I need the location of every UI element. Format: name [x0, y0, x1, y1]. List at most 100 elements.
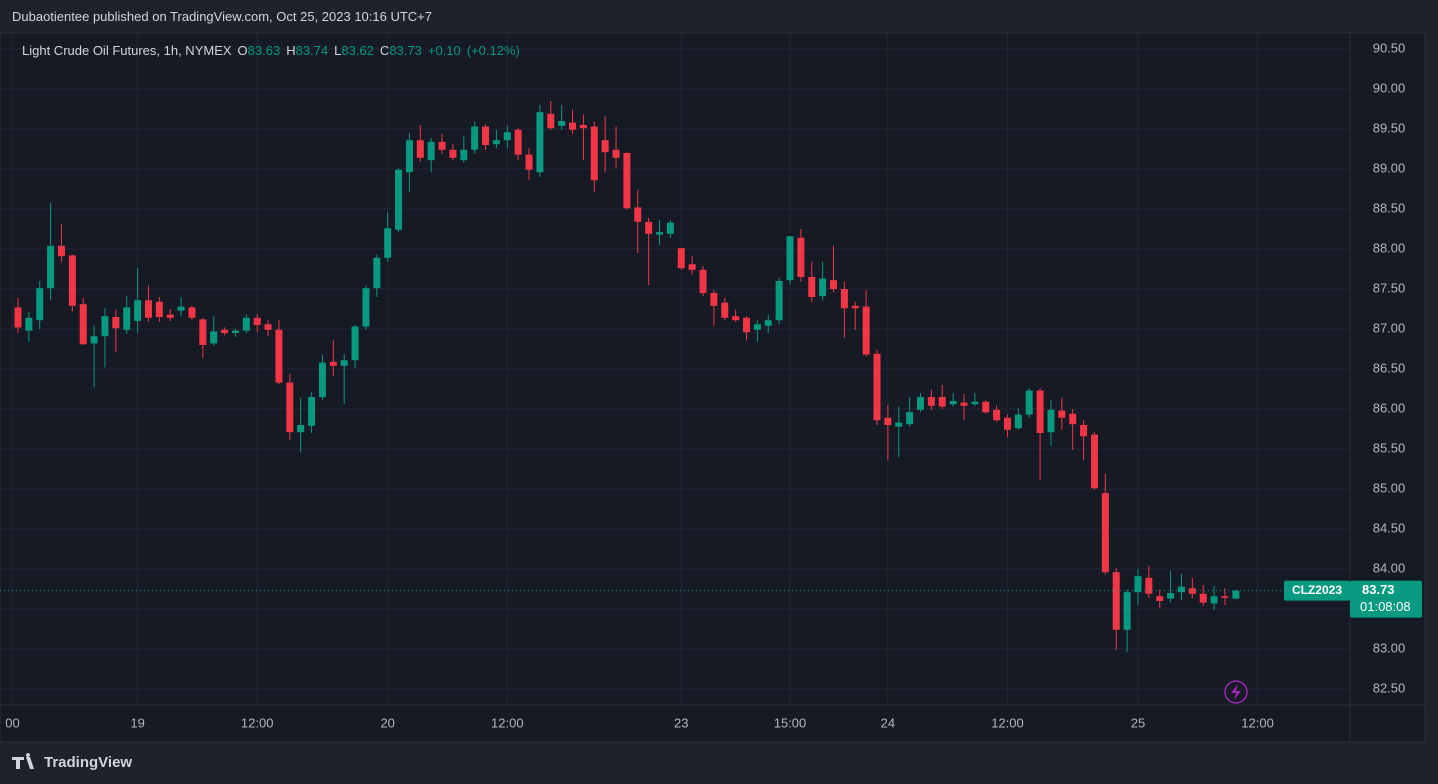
y-tick-label: 87.50	[1373, 280, 1406, 295]
candle-body	[242, 317, 250, 331]
candle-body	[786, 236, 794, 281]
candle-body	[471, 126, 479, 150]
candle-body	[416, 140, 424, 158]
x-tick-label: 25	[1131, 715, 1145, 730]
candle-body	[1123, 592, 1131, 630]
last-price-label: 83.73	[1362, 582, 1395, 597]
candle-body	[221, 329, 229, 333]
candle-body	[525, 154, 533, 170]
legend-value: 83.63	[247, 43, 281, 58]
candle-body	[210, 331, 218, 344]
candle-body	[938, 397, 946, 407]
alert-icon[interactable]	[1224, 680, 1248, 704]
candle-body	[79, 304, 87, 345]
candle-body	[1047, 409, 1055, 433]
countdown-label: 01:08:08	[1360, 599, 1411, 614]
candle-body	[503, 132, 511, 141]
x-tick-label: 12:00	[991, 715, 1024, 730]
candle-body	[1145, 577, 1153, 594]
candle-body	[612, 149, 620, 158]
candle-body	[25, 317, 33, 331]
candle-body	[743, 317, 751, 333]
symbol-box	[1284, 580, 1350, 601]
candle-body	[297, 425, 305, 433]
y-tick-label: 88.00	[1373, 240, 1406, 255]
legend-key: O	[237, 43, 248, 58]
candle-body	[177, 306, 185, 311]
y-tick-label: 86.00	[1373, 400, 1406, 415]
candle-body	[851, 305, 859, 309]
candle-body	[558, 121, 566, 126]
candle-body	[362, 288, 370, 327]
candle-body	[253, 317, 261, 325]
y-tick-label: 84.00	[1373, 560, 1406, 575]
y-tick-label: 90.00	[1373, 80, 1406, 95]
candle-body	[264, 324, 272, 330]
candle-body	[808, 277, 816, 297]
y-tick-label: 88.50	[1373, 200, 1406, 215]
candle-body	[351, 326, 359, 361]
candle-body	[199, 319, 207, 345]
y-tick-label: 86.50	[1373, 360, 1406, 375]
candle-body	[699, 269, 707, 293]
symbol-label: CLZ2023	[1292, 583, 1342, 597]
candle-body	[1221, 596, 1229, 598]
candle-body	[993, 409, 1001, 421]
candle-body	[1232, 590, 1240, 599]
candle-body	[14, 307, 22, 328]
candle-body	[231, 330, 239, 333]
candle-body	[971, 401, 979, 405]
candle-body	[112, 317, 120, 329]
candle-body	[1199, 593, 1207, 603]
candle-body	[438, 141, 446, 150]
candle-body	[1025, 390, 1033, 415]
candle-body	[47, 245, 55, 289]
candle-body	[656, 232, 664, 235]
candle-body	[1167, 593, 1175, 599]
candle-body	[819, 278, 827, 297]
candle-body	[1101, 493, 1109, 573]
candle-body	[601, 140, 609, 153]
candle-body	[895, 422, 903, 427]
x-tick-label: 24	[881, 715, 895, 730]
price-box	[1350, 580, 1422, 618]
candle-body	[590, 126, 598, 181]
candle-body	[1134, 576, 1142, 593]
candle-body	[764, 320, 772, 326]
candle-body	[155, 301, 163, 317]
symbol-title: Light Crude Oil Futures, 1h, NYMEX	[22, 43, 232, 58]
candle-body	[340, 360, 348, 366]
candle-body	[634, 207, 642, 222]
x-tick-label: 00	[5, 715, 19, 730]
y-tick-label: 87.00	[1373, 320, 1406, 335]
y-tick-label: 85.00	[1373, 480, 1406, 495]
candle-body	[721, 302, 729, 318]
candle-body	[949, 401, 957, 405]
chart-panel	[0, 32, 1426, 743]
legend-key: L	[334, 43, 342, 58]
legend-change: +0.10	[427, 43, 461, 58]
candle-body	[188, 307, 196, 318]
y-tick-label: 89.00	[1373, 160, 1406, 175]
candle-body	[753, 324, 761, 330]
y-tick-label: 85.50	[1373, 440, 1406, 455]
candle-body	[569, 122, 577, 130]
candle-body	[427, 141, 435, 161]
candle-body	[57, 245, 65, 257]
candle-body	[1036, 390, 1044, 433]
x-tick-label: 12:00	[491, 715, 524, 730]
publish-info: Dubaotientee published on TradingView.co…	[12, 9, 433, 24]
candle-body	[373, 257, 381, 289]
candle-body	[1112, 572, 1120, 630]
candle-body	[1156, 596, 1164, 601]
candle-body	[166, 314, 174, 318]
legend-key: H	[286, 43, 296, 58]
overlay: CLZ2023 83.73 01:08:08	[0, 580, 1422, 618]
x-tick-label: 20	[380, 715, 394, 730]
candle-body	[275, 329, 283, 383]
candle-body	[688, 264, 696, 270]
x-tick-label: 15:00	[774, 715, 807, 730]
candle-body	[101, 316, 109, 337]
candle-body	[982, 401, 990, 413]
